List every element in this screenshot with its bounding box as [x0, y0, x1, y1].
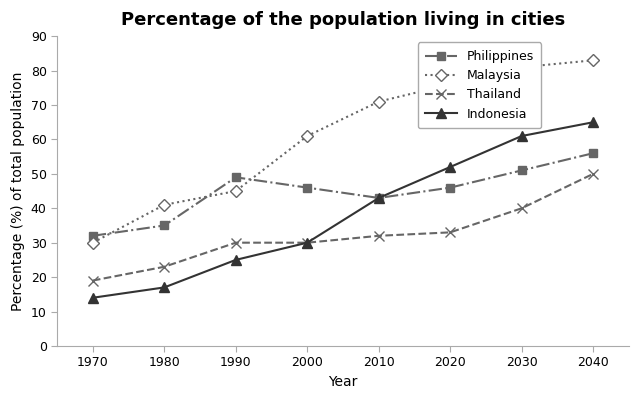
Indonesia: [303, 240, 311, 245]
Line: Thailand: Thailand: [88, 169, 598, 285]
Indonesia: [161, 285, 168, 290]
Malaysia: [589, 58, 597, 63]
Thailand: [89, 278, 97, 283]
Malaysia: [518, 65, 525, 70]
Line: Indonesia: Indonesia: [88, 117, 598, 303]
Indonesia: [446, 164, 454, 169]
Thailand: [232, 240, 239, 245]
Malaysia: [375, 99, 383, 104]
Title: Percentage of the population living in cities: Percentage of the population living in c…: [121, 11, 565, 29]
Malaysia: [89, 240, 97, 245]
Thailand: [161, 264, 168, 269]
Malaysia: [161, 202, 168, 207]
Thailand: [518, 206, 525, 211]
Malaysia: [232, 189, 239, 194]
Thailand: [303, 240, 311, 245]
Philippines: [161, 223, 168, 228]
Thailand: [375, 234, 383, 238]
Philippines: [446, 185, 454, 190]
Malaysia: [446, 82, 454, 87]
Philippines: [232, 175, 239, 180]
Philippines: [589, 151, 597, 156]
Philippines: [303, 185, 311, 190]
Line: Malaysia: Malaysia: [89, 56, 597, 247]
Indonesia: [518, 134, 525, 138]
Philippines: [375, 196, 383, 200]
Legend: Philippines, Malaysia, Thailand, Indonesia: Philippines, Malaysia, Thailand, Indones…: [418, 42, 541, 128]
Indonesia: [89, 295, 97, 300]
Indonesia: [232, 258, 239, 262]
Malaysia: [303, 134, 311, 138]
Thailand: [589, 172, 597, 176]
Philippines: [89, 234, 97, 238]
Line: Philippines: Philippines: [89, 149, 597, 240]
Thailand: [446, 230, 454, 235]
Philippines: [518, 168, 525, 173]
Y-axis label: Percentage (%) of total population: Percentage (%) of total population: [11, 71, 25, 311]
Indonesia: [589, 120, 597, 125]
X-axis label: Year: Year: [328, 375, 358, 389]
Indonesia: [375, 196, 383, 200]
